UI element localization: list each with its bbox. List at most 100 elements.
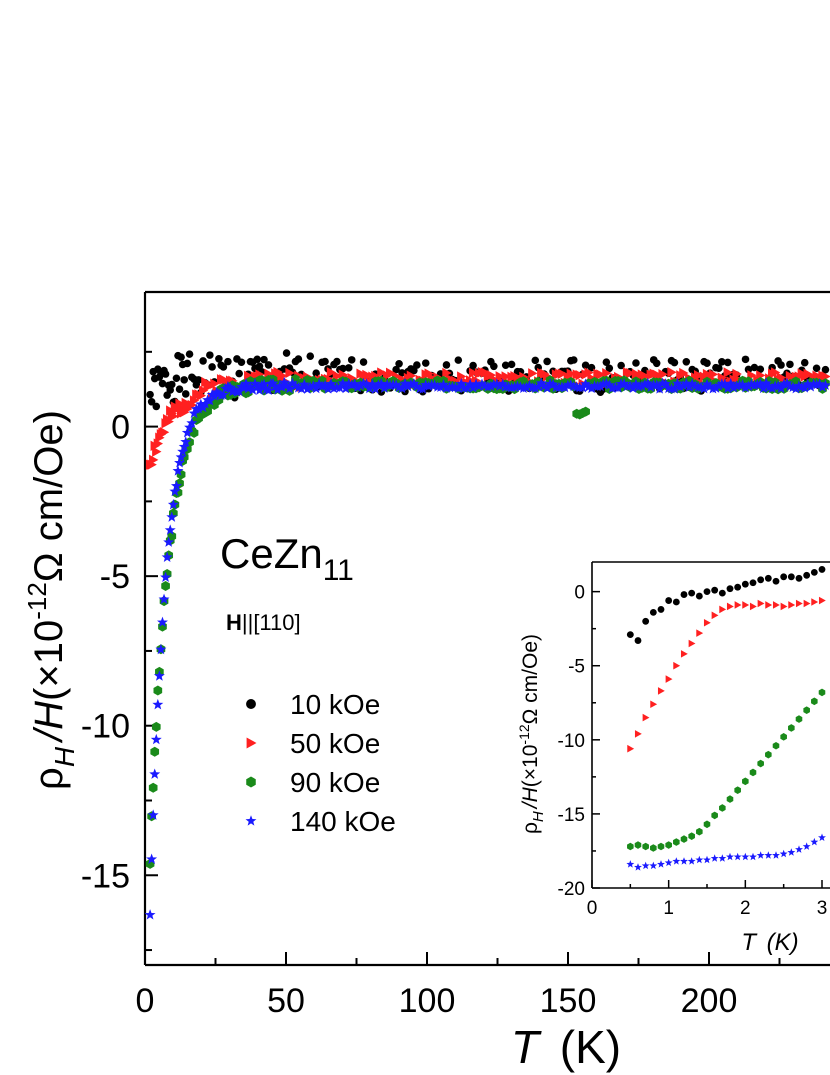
main-data-point [532, 381, 544, 392]
inset-data-point [695, 855, 704, 864]
main-series-140-koe [144, 376, 830, 920]
inset-data-point [718, 854, 727, 862]
inset-data-point [749, 768, 757, 777]
main-data-point [538, 380, 550, 391]
main-data-point [583, 381, 595, 392]
main-data-point [319, 379, 331, 391]
compound-name: CeZn [220, 530, 323, 577]
main-data-point [178, 441, 190, 452]
main-data-point [355, 380, 367, 391]
main-data-point [167, 531, 177, 542]
inset-data-point [665, 841, 672, 849]
inset-data-point [757, 599, 765, 608]
main-data-point [420, 379, 432, 390]
main-data-point [756, 365, 765, 374]
main-data-point [454, 356, 463, 364]
main-data-point [457, 371, 467, 382]
main-data-point [149, 768, 161, 779]
legend-marker [246, 699, 256, 709]
main-data-point [654, 383, 666, 394]
main-data-point [435, 381, 446, 393]
main-data-point [470, 378, 482, 389]
inset-data-point [741, 580, 749, 588]
inset-data-point [664, 858, 673, 867]
main-data-point [152, 446, 162, 457]
main-data-point [233, 385, 245, 397]
main-data-point [748, 379, 760, 391]
main-x-tick-label: 150 [540, 982, 597, 1020]
main-data-point [281, 379, 293, 390]
inset-data-point [749, 852, 757, 861]
main-data-point [486, 369, 497, 381]
main-data-point [509, 381, 521, 392]
main-data-point [575, 369, 585, 381]
main-data-point [163, 536, 175, 547]
main-data-point [442, 361, 451, 369]
inset-data-point [680, 857, 688, 865]
main-data-point [175, 451, 187, 462]
inset-data-point [657, 860, 665, 868]
main-data-point [289, 380, 301, 391]
inset-data-point [696, 629, 704, 637]
main-data-point [565, 379, 577, 390]
main-data-point [325, 378, 337, 389]
main-data-point [224, 381, 236, 393]
main-data-point [328, 382, 340, 394]
main-data-point [352, 381, 364, 393]
main-y-tick-label: 0 [111, 409, 130, 447]
main-data-point [469, 361, 477, 370]
main-data-point [630, 378, 642, 389]
main-y-tick-label: -10 [81, 708, 130, 746]
inset-data-point [673, 838, 680, 846]
main-data-point [559, 381, 571, 393]
inset-y-tick-label: -5 [568, 657, 585, 678]
inset-data-point [657, 842, 665, 851]
main-data-point [455, 377, 467, 389]
main-data-point [168, 380, 176, 389]
inset-data-point [795, 599, 803, 608]
main-data-point [651, 379, 663, 390]
main-data-point [570, 356, 578, 364]
main-data-point [166, 511, 178, 522]
main-data-point [740, 382, 751, 393]
main-data-point [473, 380, 485, 391]
field-direction-annotation: H||[110] [226, 610, 301, 635]
main-data-point [217, 389, 229, 400]
inset-data-point [787, 848, 796, 856]
inset-data-point [788, 601, 796, 609]
main-data-point [158, 593, 170, 605]
main-data-point [206, 351, 214, 359]
main-data-point [642, 377, 654, 388]
inset-y-axis-exp: -12 [516, 724, 532, 744]
inset-data-point [703, 588, 711, 596]
main-data-point [438, 378, 449, 390]
inset-data-point [795, 574, 803, 582]
main-data-point [344, 364, 353, 372]
main-data-point [285, 367, 295, 379]
inset-data-point [627, 842, 634, 851]
main-data-point [557, 368, 568, 379]
main-plot: 05010015020020-5-10-15 T (K) ρH/H(×10-12… [22, 290, 830, 1073]
main-x-axis-unit: (K) [560, 1021, 621, 1073]
main-data-point [333, 357, 341, 366]
inset-y-tick-label: -15 [558, 805, 585, 826]
main-x-axis-label: T (K) [511, 1021, 621, 1073]
inset-x-tick-label: 0 [587, 898, 598, 919]
main-data-point [728, 382, 740, 393]
main-data-point [316, 380, 328, 392]
main-data-point [164, 524, 176, 535]
main-data-point [476, 378, 488, 389]
main-data-markers [144, 349, 830, 920]
inset-data-point [710, 854, 719, 862]
main-data-point [743, 380, 754, 392]
main-data-point [799, 382, 811, 393]
main-data-point [258, 378, 270, 390]
main-data-point [326, 367, 337, 378]
main-data-point [464, 378, 476, 389]
main-data-point [150, 746, 160, 757]
main-data-point [778, 378, 790, 389]
main-data-point [322, 383, 334, 394]
inset-x-tick-label: 3 [817, 898, 828, 919]
main-data-point [529, 382, 541, 394]
main-data-point [408, 378, 420, 389]
